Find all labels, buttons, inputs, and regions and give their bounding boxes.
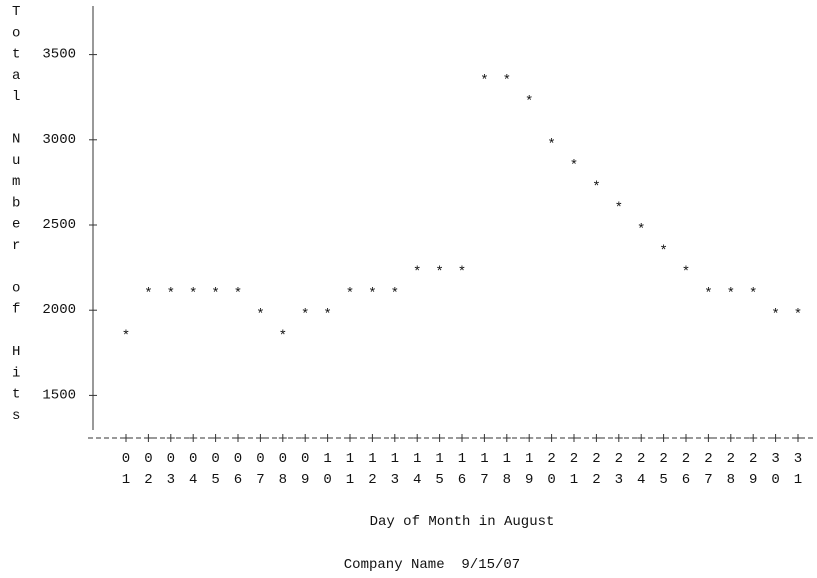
marker: *	[794, 307, 802, 323]
marker: *	[637, 222, 645, 238]
y-tick-label: 2000	[42, 302, 76, 318]
y-tick-label: 2500	[42, 217, 76, 233]
marker: *	[144, 286, 152, 302]
marker: *	[458, 265, 466, 281]
marker: *	[547, 137, 555, 153]
y-tick-label: 3000	[42, 132, 76, 148]
marker: *	[503, 73, 511, 89]
marker: *	[659, 243, 667, 259]
marker: *	[592, 179, 600, 195]
marker: *	[234, 286, 242, 302]
marker: *	[435, 265, 443, 281]
x-axis-label: Day of Month in August	[370, 514, 555, 530]
marker: *	[391, 286, 399, 302]
marker: *	[279, 329, 287, 345]
marker: *	[704, 286, 712, 302]
marker: *	[122, 329, 130, 345]
marker: *	[413, 265, 421, 281]
marker: *	[480, 73, 488, 89]
footnote: Company Name 9/15/07	[344, 557, 520, 573]
marker: *	[301, 307, 309, 323]
marker: *	[256, 307, 264, 323]
marker: *	[189, 286, 197, 302]
marker: *	[771, 307, 779, 323]
marker: *	[211, 286, 219, 302]
marker: *	[570, 158, 578, 174]
marker: *	[346, 286, 354, 302]
marker: *	[167, 286, 175, 302]
marker: *	[615, 201, 623, 217]
marker: *	[368, 286, 376, 302]
y-tick-label: 3500	[42, 47, 76, 63]
marker: *	[323, 307, 331, 323]
y-tick-label: 1500	[42, 387, 76, 403]
marker: *	[682, 265, 690, 281]
marker: *	[727, 286, 735, 302]
marker: *	[525, 94, 533, 110]
marker: *	[749, 286, 757, 302]
